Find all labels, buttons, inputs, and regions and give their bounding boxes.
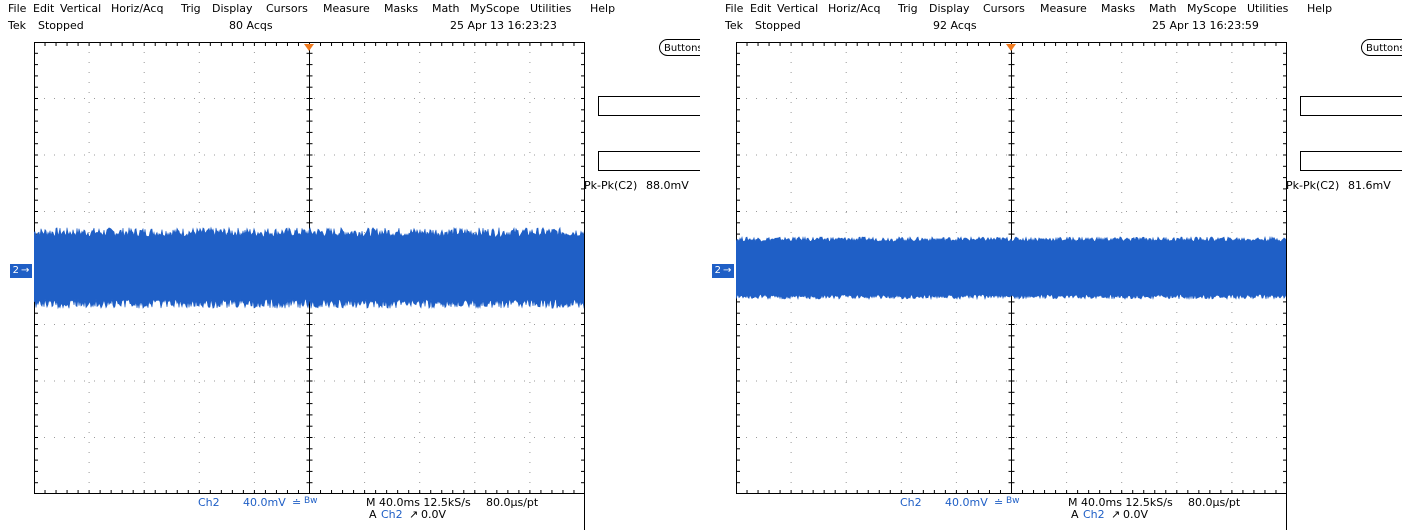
menu-vertical[interactable]: Vertical	[60, 2, 102, 15]
rising-edge-icon: ↗	[1111, 508, 1121, 521]
waveform-trace	[736, 235, 1287, 301]
menu-masks[interactable]: Masks	[384, 2, 419, 15]
menu-trig[interactable]: Trig	[181, 2, 201, 15]
waveform-trace	[34, 226, 585, 310]
readout-bw: Bw	[1006, 496, 1020, 506]
datetime: 25 Apr 13 16:23:59	[1152, 19, 1259, 32]
menu-myscope[interactable]: MyScope	[1187, 2, 1237, 15]
brand-label: Tek	[725, 19, 743, 32]
readout-timebase[interactable]: M 40.0ms 12.5kS/s	[1068, 496, 1173, 509]
readout-scale[interactable]: 40.0mV	[945, 496, 988, 509]
readout-channel[interactable]: Ch2	[198, 496, 220, 509]
measurement-slot-1[interactable]	[598, 96, 700, 116]
readout-bw: Bw	[304, 496, 318, 506]
measurement-slot-2[interactable]	[598, 151, 700, 171]
trigger-position-icon	[304, 44, 314, 51]
channel-2-ground-marker[interactable]: 2 →	[712, 264, 734, 278]
menu-measure[interactable]: Measure	[1040, 2, 1087, 15]
menu-horiz-acq[interactable]: Horiz/Acq	[111, 2, 164, 15]
readout-trigger-prefix: A	[1071, 508, 1079, 521]
bandwidth-limit-icon: ≐	[994, 496, 1004, 509]
acq-state: Stopped	[38, 19, 84, 32]
bandwidth-limit-icon: ≐	[292, 496, 302, 509]
menu-math[interactable]: Math	[1149, 2, 1177, 15]
readout-trigger-prefix: A	[369, 508, 377, 521]
menu-myscope[interactable]: MyScope	[470, 2, 520, 15]
measurement-label: Pk-Pk(C2)	[1286, 179, 1340, 192]
readout-scale[interactable]: 40.0mV	[243, 496, 286, 509]
acq-state: Stopped	[755, 19, 801, 32]
menu-cursors[interactable]: Cursors	[266, 2, 308, 15]
menu-bar: File Edit Vertical Horiz/Acq Trig Displa…	[0, 0, 700, 18]
panel-divider	[584, 42, 585, 530]
menu-cursors[interactable]: Cursors	[983, 2, 1025, 15]
menu-display[interactable]: Display	[929, 2, 970, 15]
measurement-value: 88.0mV	[646, 179, 689, 192]
waveform-graticule[interactable]	[736, 42, 1287, 494]
menu-utilities[interactable]: Utilities	[1247, 2, 1289, 15]
readout-trigger-level[interactable]: 0.0V	[1123, 508, 1149, 521]
brand-label: Tek	[8, 19, 26, 32]
menu-masks[interactable]: Masks	[1101, 2, 1136, 15]
measurement-slot-2[interactable]	[1300, 151, 1402, 171]
channel-2-ground-marker[interactable]: 2 →	[10, 264, 32, 278]
waveform-graticule[interactable]	[34, 42, 585, 494]
readout-channel[interactable]: Ch2	[900, 496, 922, 509]
buttons-button[interactable]: Buttons	[659, 39, 700, 56]
menu-utilities[interactable]: Utilities	[530, 2, 572, 15]
readout-points: 80.0µs/pt	[486, 496, 539, 509]
readout-trigger-source[interactable]: Ch2	[381, 508, 403, 521]
datetime: 25 Apr 13 16:23:23	[450, 19, 557, 32]
panel-divider	[1286, 42, 1287, 530]
menu-display[interactable]: Display	[212, 2, 253, 15]
acq-count: 92 Acqs	[933, 19, 977, 32]
menu-horiz-acq[interactable]: Horiz/Acq	[828, 2, 881, 15]
readout-timebase[interactable]: M 40.0ms 12.5kS/s	[366, 496, 471, 509]
menu-file[interactable]: File	[725, 2, 744, 15]
measurement-value: 81.6mV	[1348, 179, 1391, 192]
menu-vertical[interactable]: Vertical	[777, 2, 819, 15]
menu-help[interactable]: Help	[590, 2, 616, 15]
readout-points: 80.0µs/pt	[1188, 496, 1241, 509]
menu-measure[interactable]: Measure	[323, 2, 370, 15]
menu-bar: File Edit Vertical Horiz/Acq Trig Displa…	[702, 0, 1402, 18]
scope-window-left: File Edit Vertical Horiz/Acq Trig Displa…	[0, 0, 700, 530]
menu-edit[interactable]: Edit	[33, 2, 55, 15]
trigger-position-icon	[1006, 44, 1016, 51]
measurement-slot-1[interactable]	[1300, 96, 1402, 116]
scope-window-right: File Edit Vertical Horiz/Acq Trig Displa…	[702, 0, 1402, 530]
menu-file[interactable]: File	[8, 2, 27, 15]
readout-trigger-source[interactable]: Ch2	[1083, 508, 1105, 521]
menu-edit[interactable]: Edit	[750, 2, 772, 15]
menu-math[interactable]: Math	[432, 2, 460, 15]
rising-edge-icon: ↗	[409, 508, 419, 521]
acq-count: 80 Acqs	[229, 19, 273, 32]
measurement-label: Pk-Pk(C2)	[584, 179, 638, 192]
menu-help[interactable]: Help	[1307, 2, 1333, 15]
readout-trigger-level[interactable]: 0.0V	[421, 508, 447, 521]
buttons-button[interactable]: Buttons	[1361, 39, 1402, 56]
menu-trig[interactable]: Trig	[898, 2, 918, 15]
